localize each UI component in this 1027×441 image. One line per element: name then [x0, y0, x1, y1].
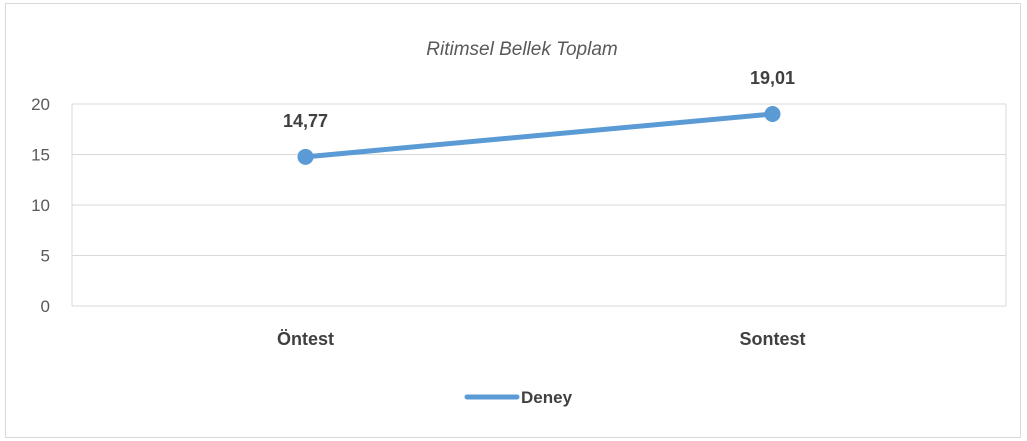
series-line	[303, 111, 775, 160]
x-tick-label: Öntest	[277, 329, 334, 349]
chart-title: Ritimsel Bellek Toplam	[426, 39, 617, 60]
data-point	[764, 105, 781, 122]
series-group: 14,77 19,01	[283, 68, 795, 165]
y-tick-label: 20	[31, 95, 50, 114]
data-point	[297, 148, 314, 165]
y-tick-label: 15	[31, 146, 50, 165]
x-tick-label: Sontest	[739, 329, 805, 349]
chart-area	[5, 3, 1021, 438]
data-label: 14,77	[283, 111, 328, 131]
y-tick-label: 5	[41, 247, 50, 266]
legend-label: Deney	[521, 388, 573, 407]
legend: Deney	[464, 388, 573, 407]
y-axis: 0 5 10 15 20	[31, 95, 50, 316]
y-tick-label: 10	[31, 196, 50, 215]
data-label: 19,01	[750, 68, 795, 88]
gridlines	[71, 103, 1007, 307]
y-tick-label: 0	[41, 297, 50, 316]
x-axis: Öntest Sontest	[277, 329, 806, 349]
